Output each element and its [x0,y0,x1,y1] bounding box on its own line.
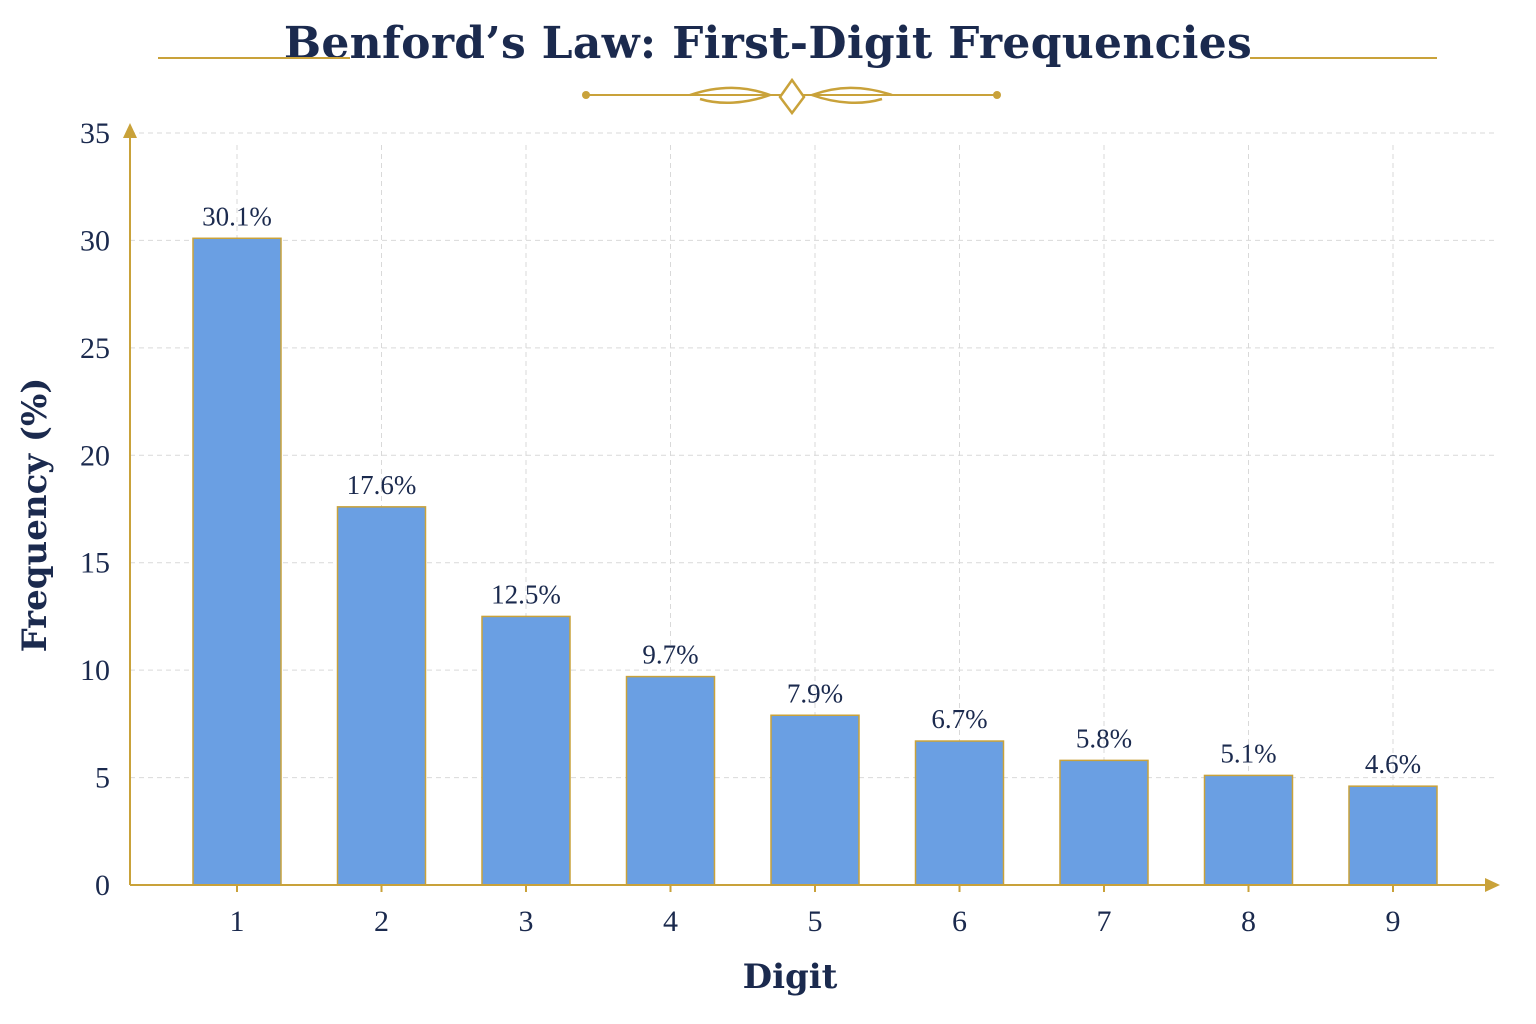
y-tick-label: 30 [80,224,110,257]
bar-digit-5 [770,714,860,886]
data-label: 9.7% [642,640,698,670]
bar-digit-9 [1348,785,1438,886]
y-tick-label: 0 [95,869,110,902]
x-axis-title: Digit [743,957,838,997]
y-axis-title: Frequency (%) [15,378,55,653]
x-tick-label: 8 [1241,905,1256,938]
x-tick-label: 4 [663,905,678,938]
x-tick-label: 9 [1386,905,1401,938]
bar-digit-2 [336,506,427,886]
data-label: 17.6% [347,470,417,500]
data-label: 4.6% [1365,749,1421,779]
chart-title: Benford’s Law: First-Digit Frequencies [283,18,1253,69]
y-tick-label: 35 [80,117,110,150]
y-tick-label: 25 [80,332,110,365]
y-tick-label: 15 [80,547,110,580]
flourish-dot-left [582,91,590,99]
x-tick-label: 6 [952,905,967,938]
x-axis-arrow [1485,878,1500,892]
labels: 30.1% 17.6% 12.5% 9.7% 7.9% 6.7% 5.8% 5.1% 4.6% 0… [15,117,1421,997]
x-tick-label: 7 [1097,905,1112,938]
data-label: 7.9% [787,678,843,708]
bars [192,237,1438,886]
bar-digit-8 [1203,774,1294,886]
bar-digit-7 [1059,759,1149,886]
x-tick-label: 3 [519,905,534,938]
data-label: 5.1% [1220,738,1276,768]
x-tick-label: 2 [374,905,389,938]
x-tick-label: 5 [808,905,823,938]
flourish-dot-right [993,91,1001,99]
y-tick-label: 10 [80,654,110,687]
data-label: 6.7% [931,704,987,734]
bar-digit-3 [481,615,571,886]
flourish-curl-right [808,86,893,105]
data-label: 30.1% [202,201,272,231]
data-label: 12.5% [491,579,561,609]
y-axis-arrow [123,123,137,138]
y-tick-label: 20 [80,439,110,472]
flourish-diamond [778,77,806,116]
data-label: 5.8% [1076,723,1132,753]
flourish-curl-left [689,86,774,105]
bar-digit-4 [625,675,716,886]
title-ornament [158,57,1437,116]
y-tick-label: 5 [95,762,110,795]
axes [123,123,1500,892]
bar-digit-1 [192,237,282,886]
bar-digit-6 [914,740,1005,886]
x-tick-label: 1 [230,905,245,938]
